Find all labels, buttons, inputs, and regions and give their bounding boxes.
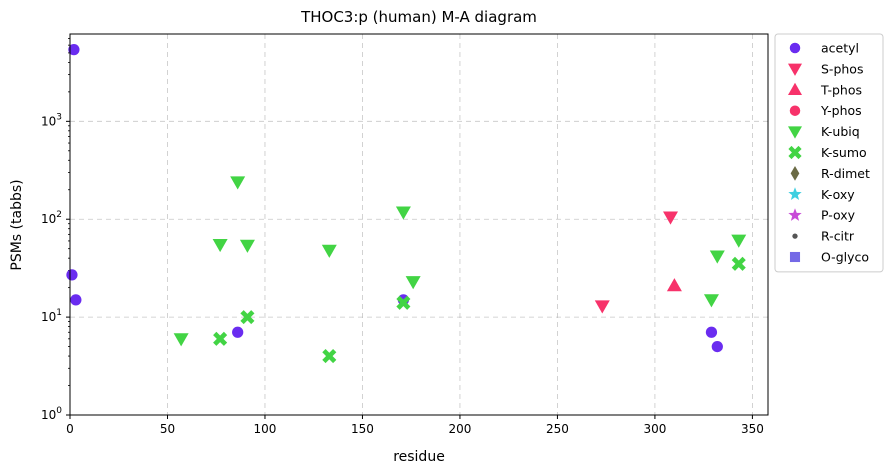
x-tick-label: 250 xyxy=(546,422,569,436)
data-point-k-ubiq xyxy=(230,176,246,190)
data-point-k-ubiq xyxy=(173,333,189,347)
data-point-acetyl xyxy=(711,340,723,353)
data-point-k-ubiq xyxy=(731,234,747,248)
x-tick-label: 300 xyxy=(643,422,666,436)
data-point-acetyl xyxy=(68,44,80,56)
data-point-k-sumo xyxy=(322,349,337,364)
legend-label: K-ubiq xyxy=(821,124,860,139)
legend: acetyl S-phos T-phos Y-phos K-ubiq K-sumo R-di… xyxy=(774,33,884,273)
x-axis-label: residue xyxy=(393,449,445,465)
legend-marker-o-glyco xyxy=(789,251,801,263)
y-tick-label: 101 xyxy=(41,308,62,324)
data-point-t-phos xyxy=(666,278,682,292)
grid xyxy=(70,34,768,415)
data-point-k-ubiq xyxy=(321,244,337,258)
legend-marker-k-ubiq xyxy=(788,126,802,139)
data-point-s-phos xyxy=(594,300,610,314)
data-point-s-phos xyxy=(663,211,679,225)
x-tick-label: 150 xyxy=(351,422,374,436)
legend-label: O-glyco xyxy=(821,250,869,265)
legend-marker-p-oxy xyxy=(788,208,802,221)
legend-marker-y-phos xyxy=(789,105,801,116)
legend-label: K-oxy xyxy=(821,187,855,202)
legend-marker-r-dimet xyxy=(790,166,800,181)
data-point-k-ubiq xyxy=(239,239,255,253)
x-tick-label: 350 xyxy=(741,422,764,436)
y-axis-label: PSMs (tabbs) xyxy=(9,179,25,270)
data-point-k-sumo xyxy=(240,310,255,325)
data-point-k-ubiq xyxy=(709,250,725,264)
data-point-k-ubiq xyxy=(703,294,719,308)
legend-label: R-dimet xyxy=(821,166,870,181)
x-tick-label: 200 xyxy=(448,422,471,436)
y-tick-label: 102 xyxy=(41,210,62,226)
axis-ticks: 0 50 100 150 200 250 300 350 100 101 102 103 xyxy=(41,38,764,436)
data-point-k-ubiq xyxy=(212,239,228,253)
x-tick-label: 0 xyxy=(66,422,74,436)
legend-marker-k-sumo xyxy=(788,145,802,160)
legend-marker-k-oxy xyxy=(788,187,802,200)
data-point-acetyl xyxy=(705,326,718,338)
legend-label: S-phos xyxy=(821,61,863,76)
data-point-k-sumo xyxy=(396,295,411,310)
plot-frame xyxy=(69,33,769,416)
data-point-acetyl xyxy=(70,294,82,306)
legend-label: P-oxy xyxy=(821,208,856,223)
data-point-acetyl xyxy=(232,326,244,338)
legend-marker-t-phos xyxy=(788,82,802,96)
y-tick-label: 103 xyxy=(41,112,62,128)
data-point-k-ubiq xyxy=(405,276,421,290)
legend-box xyxy=(774,33,884,273)
legend-marker-r-citr xyxy=(792,233,798,239)
legend-marker-s-phos xyxy=(788,63,802,76)
legend-label: T-phos xyxy=(820,82,862,97)
chart-title: THOC3:p (human) M-A diagram xyxy=(300,8,537,26)
data-point-k-ubiq xyxy=(395,206,411,220)
data-point-k-sumo xyxy=(213,331,228,346)
legend-label: Y-phos xyxy=(820,103,862,118)
data-point-k-sumo xyxy=(731,256,746,271)
data-point-acetyl xyxy=(66,269,78,281)
x-tick-label: 50 xyxy=(160,422,175,436)
legend-label: R-citr xyxy=(821,229,855,244)
x-tick-label: 100 xyxy=(254,422,277,436)
y-tick-label: 100 xyxy=(41,406,62,422)
data-points xyxy=(66,44,747,364)
legend-marker-acetyl xyxy=(789,42,801,54)
legend-label: acetyl xyxy=(821,41,859,56)
legend-label: K-sumo xyxy=(821,145,867,160)
